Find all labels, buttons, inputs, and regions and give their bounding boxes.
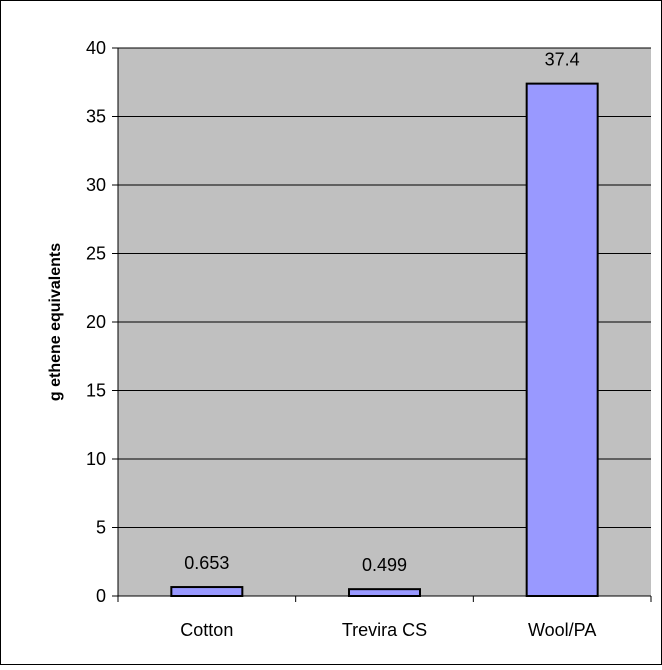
y-tick-label: 30: [86, 175, 106, 195]
y-tick-label: 35: [86, 107, 106, 127]
x-tick-label: Trevira CS: [342, 620, 427, 640]
y-tick-label: 5: [96, 518, 106, 538]
y-tick-label: 20: [86, 312, 106, 332]
y-tick-label: 0: [96, 586, 106, 606]
y-tick-label: 15: [86, 381, 106, 401]
bar-2: [525, 82, 599, 598]
axes: [112, 47, 652, 602]
data-label: 0.653: [184, 553, 229, 573]
y-tick-label: 40: [86, 38, 106, 58]
labels: 0 5 10 15 20 25 30 35 40 0.653 Cotton 0.499 Trevira …: [86, 38, 596, 640]
y-tick-label: 25: [86, 244, 106, 264]
x-tick-label: Cotton: [180, 620, 233, 640]
data-label: 37.4: [545, 50, 580, 70]
bar-0: [170, 586, 244, 597]
y-axis-title: g ethene equivalents: [47, 243, 64, 401]
x-tick-label: Wool/PA: [528, 620, 596, 640]
y-tick-label: 10: [86, 449, 106, 469]
bar-1: [348, 588, 421, 597]
data-label: 0.499: [362, 555, 407, 575]
